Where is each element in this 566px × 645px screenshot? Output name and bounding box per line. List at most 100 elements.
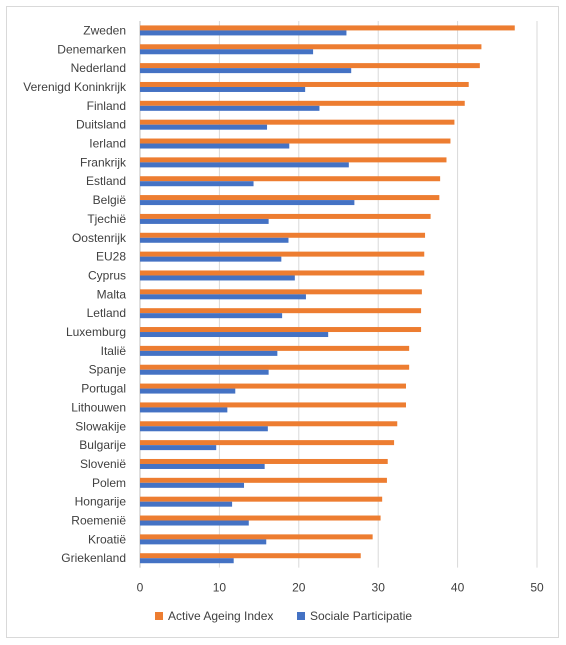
bar-sociale-participatie-zweden [140,30,347,36]
bar-sociale-participatie-bulgarije [140,445,217,451]
category-label: EU28 [96,250,126,264]
category-label: Cyprus [88,268,126,282]
category-label: Hongarije [75,495,127,509]
bar-sociale-participatie-denemarken [140,49,314,55]
bar-sociale-participatie-verenigd-koninkrijk [140,86,306,92]
bar-active-ageing-index-cyprus [140,270,425,276]
bar-active-ageing-index-portugal [140,383,406,389]
category-label: Polem [92,476,126,490]
legend-label-sociale-participatie: Sociale Participatie [310,609,412,623]
bar-sociale-participatie-finland [140,105,320,111]
category-label: Kroatië [88,532,126,546]
bar-active-ageing-index-tjechie [140,213,431,219]
x-tick-label: 30 [372,581,386,595]
bar-active-ageing-index-nederland [140,63,480,69]
bar-active-ageing-index-polem [140,477,387,483]
category-label: Ierland [89,137,126,151]
bar-active-ageing-index-luxemburg [140,327,422,333]
bar-sociale-participatie-nederland [140,68,352,74]
bar-sociale-participatie-slovenie [140,463,265,469]
bar-active-ageing-index-roemenie [140,515,381,521]
bar-sociale-participatie-luxemburg [140,332,329,338]
category-label: Lithouwen [71,400,126,414]
bar-sociale-participatie-spanje [140,369,269,375]
category-label: Griekenland [61,551,126,565]
bar-sociale-participatie-kroatie [140,539,267,545]
bar-active-ageing-index-belgie [140,195,440,201]
category-label: Italië [101,344,127,358]
category-label: Nederland [71,61,126,75]
x-tick-label: 0 [137,581,144,595]
bar-active-ageing-index-lithouwen [140,402,406,408]
bar-active-ageing-index-frankrijk [140,157,447,163]
bar-active-ageing-index-eu28 [140,251,425,257]
bar-sociale-participatie-estland [140,181,254,187]
category-label: Verenigd Koninkrijk [23,80,127,94]
category-label: Malta [97,287,127,301]
bars [140,25,515,564]
bar-active-ageing-index-hongarije [140,496,383,502]
x-tick-label: 50 [530,581,544,595]
bar-sociale-participatie-hongarije [140,501,233,507]
legend-label-active-ageing-index: Active Ageing Index [168,609,273,623]
bar-active-ageing-index-zweden [140,25,515,31]
bar-sociale-participatie-cyprus [140,275,295,281]
legend-swatch-active-ageing-index [155,612,163,620]
category-label: België [93,193,127,207]
bar-sociale-participatie-frankrijk [140,162,349,168]
bar-sociale-participatie-slowakije [140,426,268,432]
category-label: Frankrijk [80,155,127,169]
x-tick-label: 20 [292,581,306,595]
bar-active-ageing-index-griekenland [140,553,361,559]
gridlines [139,21,538,568]
bar-active-ageing-index-finland [140,100,465,106]
category-label: Roemenië [71,514,126,528]
bar-sociale-participatie-lithouwen [140,407,228,413]
category-label: Zweden [83,23,126,37]
legend-swatch-sociale-participatie [297,612,305,620]
bar-sociale-participatie-malta [140,294,306,300]
category-label: Letland [87,306,126,320]
category-label: Slowakije [75,419,126,433]
x-tick-label: 40 [451,581,465,595]
bar-sociale-participatie-letland [140,313,283,319]
category-label: Oostenrijk [72,231,127,245]
bar-active-ageing-index-bulgarije [140,440,395,446]
x-axis-ticks: 0 10 20 30 40 50 [137,581,544,595]
bar-active-ageing-index-letland [140,308,422,314]
bar-active-ageing-index-malta [140,289,422,295]
category-label: Finland [87,99,126,113]
category-label: Bulgarije [79,438,126,452]
x-tick-label: 10 [213,581,227,595]
bar-active-ageing-index-denemarken [140,44,482,50]
category-labels: Zweden Denemarken Nederland Verenigd Konink… [23,23,127,565]
category-label: Luxemburg [66,325,126,339]
bar-active-ageing-index-slowakije [140,421,398,427]
bar-active-ageing-index-slovenie [140,458,388,464]
bar-sociale-participatie-belgie [140,200,355,206]
bar-sociale-participatie-griekenland [140,558,234,564]
bar-active-ageing-index-verenigd-koninkrijk [140,81,469,87]
bar-sociale-participatie-portugal [140,388,236,394]
bar-active-ageing-index-estland [140,176,441,182]
bar-sociale-participatie-eu28 [140,256,282,262]
bar-active-ageing-index-kroatie [140,534,373,540]
bar-sociale-participatie-ierland [140,143,290,149]
bar-active-ageing-index-italie [140,345,410,351]
category-label: Duitsland [76,118,126,132]
bar-sociale-participatie-italie [140,350,278,356]
legend: Active Ageing Index Sociale Participatie [155,609,412,623]
bar-sociale-participatie-tjechie [140,218,269,224]
bar-sociale-participatie-roemenie [140,520,249,526]
category-label: Estland [86,174,126,188]
category-label: Portugal [81,382,126,396]
bar-sociale-participatie-polem [140,482,245,488]
chart-frame [6,6,559,638]
bar-active-ageing-index-duitsland [140,119,455,125]
bar-sociale-participatie-duitsland [140,124,268,130]
bar-active-ageing-index-ierland [140,138,451,144]
bar-sociale-participatie-oostenrijk [140,237,289,243]
category-label: Tjechië [87,212,126,226]
bar-active-ageing-index-oostenrijk [140,232,426,238]
